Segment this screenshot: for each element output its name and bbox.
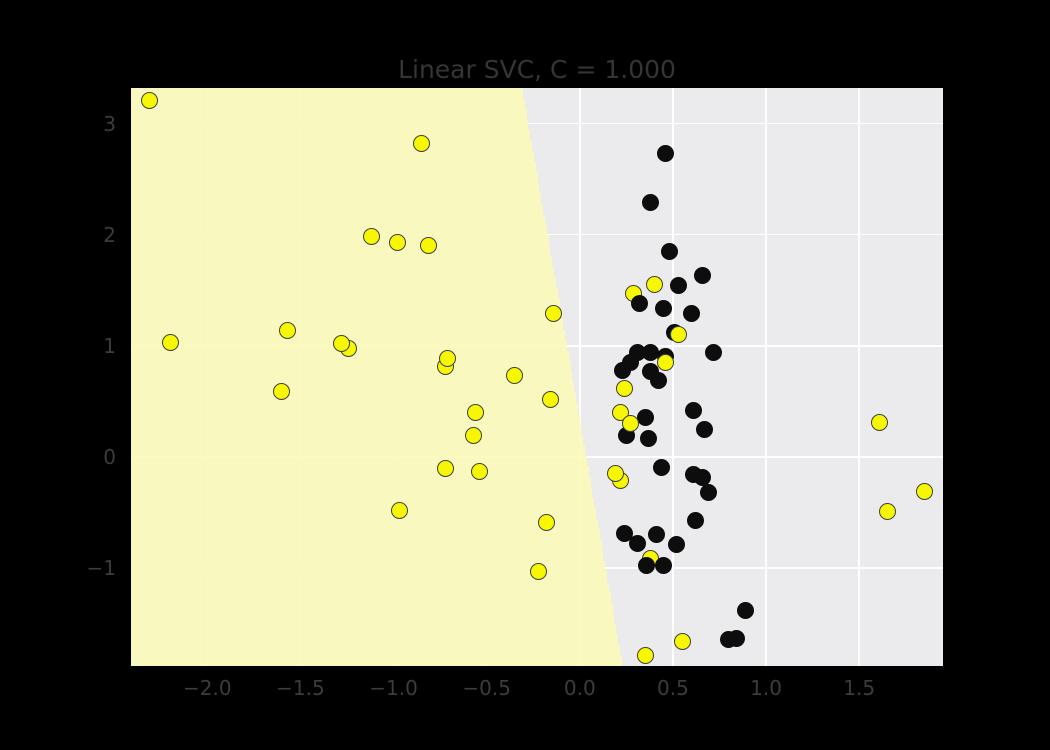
x-tick-label: −1.5 [276, 676, 325, 700]
scatter-point-class-black [616, 525, 634, 543]
scatter-point-class-yellow [470, 462, 488, 480]
scatter-point-class-black [720, 630, 738, 648]
scatter-point-class-black [694, 267, 712, 285]
scatter-point-class-yellow [616, 379, 634, 397]
scatter-point-class-yellow [332, 335, 350, 353]
x-tick-label: 1.0 [750, 676, 782, 700]
scatter-point-class-yellow [541, 390, 559, 408]
scatter-point-class-black [694, 468, 712, 486]
scatter-point-class-yellow [141, 91, 159, 109]
y-tick-label: 1 [103, 333, 116, 358]
scatter-point-class-black [649, 371, 667, 389]
scatter-point-class-black [696, 420, 714, 438]
scatter-point-class-yellow [670, 326, 688, 344]
scatter-point-class-yellow [673, 633, 691, 651]
y-tick-label: −1 [86, 556, 116, 581]
scatter-point-class-yellow [537, 514, 555, 532]
scatter-point-class-black [653, 458, 671, 476]
scatter-point-class-black [614, 361, 632, 379]
scatter-point-class-yellow [420, 237, 438, 255]
y-tick-label: 3 [103, 111, 116, 136]
scatter-point-class-yellow [388, 234, 406, 251]
scatter-point-class-black [655, 299, 673, 317]
scatter-point-class-black [670, 277, 688, 295]
scatter-point-class-yellow [413, 135, 431, 153]
scatter-point-class-yellow [636, 647, 654, 665]
scatter-point-class-yellow [530, 563, 548, 581]
scatter-point-class-yellow [467, 404, 485, 422]
scatter-point-class-black [636, 408, 654, 426]
gridline-x [765, 88, 767, 666]
scatter-point-class-yellow [645, 276, 663, 294]
scatter-point-class-yellow [871, 414, 889, 432]
chart-title: Linear SVC, C = 1.000 [398, 55, 676, 84]
scatter-point-class-yellow [915, 482, 933, 500]
scatter-point-class-black [647, 526, 665, 544]
scatter-point-class-yellow [878, 502, 896, 520]
scatter-point-class-black [699, 484, 717, 502]
scatter-point-class-yellow [437, 459, 455, 477]
scatter-point-class-black [683, 305, 701, 323]
scatter-point-class-black [640, 429, 658, 447]
scatter-point-class-yellow [545, 305, 563, 323]
scatter-point-class-black [684, 401, 702, 419]
plot-area [131, 88, 943, 666]
scatter-point-class-yellow [273, 382, 291, 400]
x-tick-label: 0.5 [657, 676, 689, 700]
x-tick-label: 1.5 [843, 676, 876, 700]
scatter-point-class-yellow [390, 501, 408, 519]
scatter-point-class-black [629, 535, 647, 553]
scatter-point-class-yellow [362, 228, 380, 246]
scatter-point-class-yellow [657, 354, 674, 372]
scatter-point-class-black [686, 511, 704, 529]
scatter-point-class-black [657, 145, 674, 163]
scatter-point-class-black [660, 242, 678, 260]
scatter-point-class-yellow [439, 349, 457, 367]
scatter-point-class-yellow [621, 415, 639, 433]
scatter-point-class-yellow [161, 334, 179, 352]
x-tick-label: −0.5 [462, 676, 511, 700]
x-tick-label: 0.0 [563, 676, 596, 700]
x-tick-label: −1.0 [369, 676, 418, 700]
scatter-point-class-black [638, 557, 656, 575]
scatter-point-class-black [668, 536, 686, 554]
gridline-x [672, 88, 674, 666]
scatter-point-class-yellow [506, 367, 524, 385]
scatter-point-class-yellow [606, 465, 624, 483]
y-tick-label: 0 [103, 445, 116, 470]
gridline-x [858, 88, 860, 666]
y-tick-label: 2 [103, 222, 116, 247]
x-tick-label: −2.0 [183, 676, 232, 700]
scatter-point-class-yellow [278, 321, 296, 339]
gridline-x [579, 88, 581, 666]
scatter-point-class-black [737, 601, 755, 619]
gridline-y [131, 122, 943, 125]
scatter-point-class-black [655, 557, 673, 575]
scatter-point-class-yellow [465, 427, 483, 445]
scatter-point-class-black [705, 344, 723, 362]
scatter-point-class-black [642, 193, 660, 211]
scatter-point-class-black [630, 295, 648, 313]
